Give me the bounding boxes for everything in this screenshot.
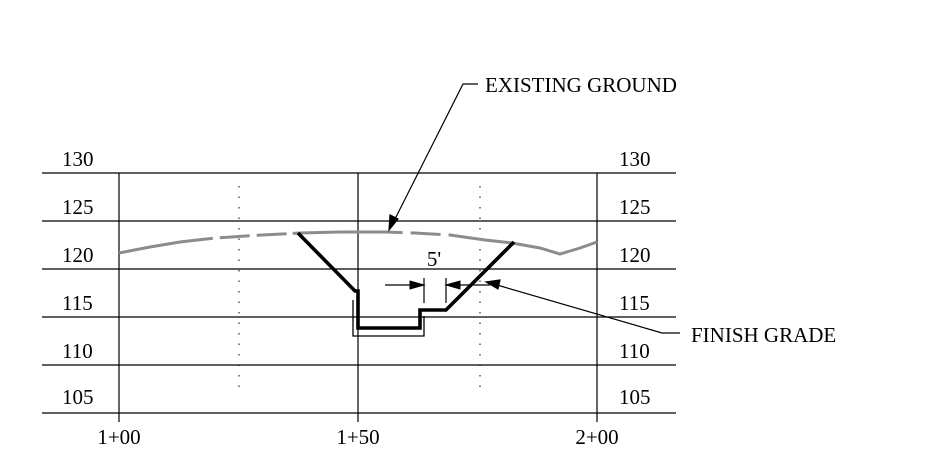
station-axis: 1+00 1+50 2+00 <box>97 425 618 449</box>
station-label: 1+00 <box>97 425 140 449</box>
station-label: 2+00 <box>575 425 618 449</box>
elevation-label-right: 130 <box>619 147 651 171</box>
ditch-outline <box>352 300 425 337</box>
station-label: 1+50 <box>336 425 379 449</box>
existing-ground-leader-line <box>393 83 478 222</box>
dimension-arrow-right-head <box>444 280 461 290</box>
dimension-arrow-left-head <box>409 280 426 290</box>
elevation-label-left: 115 <box>62 291 93 315</box>
horizontal-grid <box>42 172 676 414</box>
elevation-label-right: 125 <box>619 195 651 219</box>
existing-ground-leader <box>388 83 478 232</box>
dotted-quarter-lines <box>238 186 481 392</box>
elevation-axis-right: 130 125 120 115 110 105 <box>619 147 651 409</box>
finish-grade-leader <box>484 279 680 334</box>
existing-ground-line <box>118 230 598 256</box>
finish-grade-line <box>296 231 516 330</box>
existing-ground-leader-arrowhead <box>388 214 399 232</box>
elevation-label-right: 110 <box>619 339 650 363</box>
existing-ground-label: EXISTING GROUND <box>485 73 677 97</box>
elevation-label-left: 130 <box>62 147 94 171</box>
dimension-5ft <box>385 278 490 303</box>
elevation-label-right: 120 <box>619 243 651 267</box>
elevation-label-left: 110 <box>62 339 93 363</box>
elevation-axis-left: 130 125 120 115 110 105 <box>62 147 94 409</box>
elevation-label-left: 120 <box>62 243 94 267</box>
finish-grade-label: FINISH GRADE <box>691 323 836 347</box>
elevation-label-left: 105 <box>62 385 94 409</box>
elevation-label-right: 115 <box>619 291 650 315</box>
finish-grade-leader-line <box>496 284 680 334</box>
finish-grade-leader-arrowhead <box>484 279 501 290</box>
elevation-label-right: 105 <box>619 385 651 409</box>
elevation-label-left: 125 <box>62 195 94 219</box>
dimension-label: 5' <box>427 247 441 271</box>
